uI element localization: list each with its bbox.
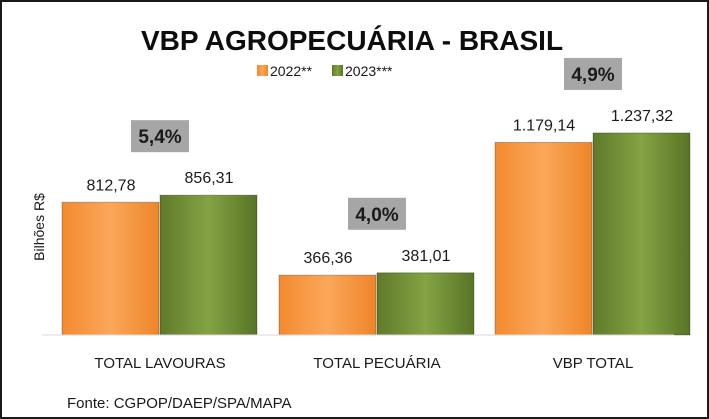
bar-total-pecuaria-2022	[278, 274, 377, 336]
bar-total-lavouras-2023	[159, 194, 258, 336]
category-label-vbp-total: VBP TOTAL	[553, 355, 634, 372]
value-label-total-pecuaria-2023: 381,01	[402, 248, 451, 265]
growth-labels-group: 5,4% 4,0% 4,9%	[131, 57, 622, 230]
value-label-vbp-total-2022: 1.179,14	[513, 117, 575, 134]
legend-label-2023: 2023***	[345, 63, 393, 79]
legend-label-2022: 2022**	[270, 63, 313, 79]
category-label-total-lavouras: TOTAL LAVOURAS	[94, 355, 225, 372]
value-label-total-lavouras-2023: 856,31	[185, 170, 234, 187]
value-label-vbp-total-2023: 1.237,32	[611, 108, 673, 125]
source-note: Fonte: CGPOP/DAEP/SPA/MAPA	[67, 395, 292, 412]
growth-box-total-lavouras	[131, 120, 189, 153]
growth-label-total-lavouras: 5,4%	[138, 127, 181, 148]
data-labels-group: 812,78 856,31 366,36 381,01 1.179,14 1.237,32	[87, 108, 674, 267]
y-axis-label: Bilhões R$	[31, 193, 47, 261]
legend-swatch-2022	[257, 65, 268, 76]
bar-vbp-total-2023	[592, 132, 691, 336]
bar-vbp-total-2022	[494, 141, 593, 336]
bar-total-lavouras-2022	[61, 201, 160, 336]
growth-label-vbp-total: 4,9%	[571, 65, 614, 86]
value-label-total-lavouras-2022: 812,78	[87, 177, 136, 194]
bars-group	[61, 132, 691, 336]
bar-total-pecuaria-2023	[376, 272, 475, 336]
growth-box-vbp-total	[564, 57, 622, 90]
chart-title: VBP AGROPECUÁRIA - BRASIL	[141, 25, 563, 56]
category-label-total-pecuaria: TOTAL PECUÁRIA	[313, 355, 440, 372]
legend-swatch-2023	[332, 65, 343, 76]
legend: 2022** 2023***	[257, 63, 393, 79]
growth-box-total-pecuaria	[348, 197, 406, 230]
growth-label-total-pecuaria: 4,0%	[355, 205, 398, 226]
category-labels-group: TOTAL LAVOURAS TOTAL PECUÁRIA VBP TOTAL	[94, 355, 633, 372]
value-label-total-pecuaria-2022: 366,36	[304, 250, 353, 267]
